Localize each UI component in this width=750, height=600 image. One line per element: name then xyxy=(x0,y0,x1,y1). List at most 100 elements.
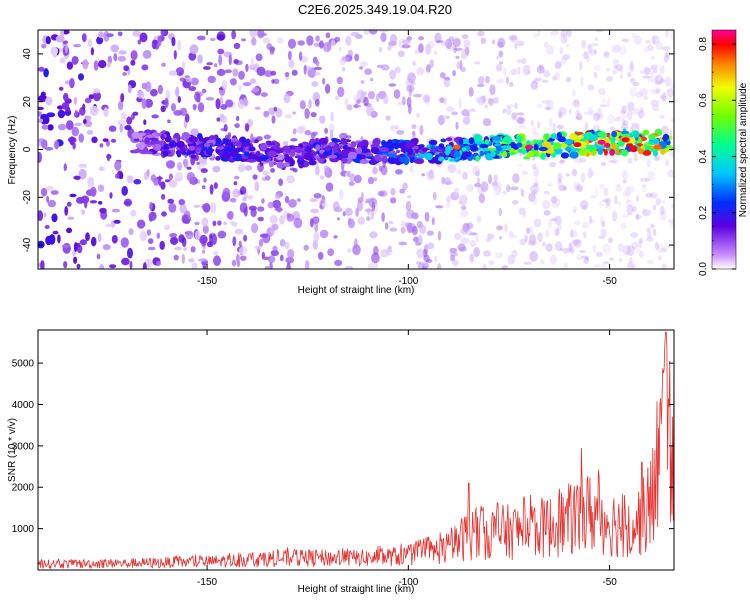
heatmap-ridge-cell xyxy=(314,155,321,160)
heatmap-ridge-cell xyxy=(160,133,165,141)
heatmap-ridge-cell xyxy=(398,141,408,150)
heatmap-noise-cell xyxy=(558,221,562,230)
heatmap-noise-cell xyxy=(600,261,606,269)
heatmap-noise-cell xyxy=(47,199,57,208)
heatmap-ridge-cell xyxy=(560,152,570,159)
heatmap-noise-cell xyxy=(186,172,196,182)
heatmap-noise-cell xyxy=(44,147,54,151)
heatmap-noise-cell xyxy=(547,218,553,229)
heatmap-noise-cell xyxy=(650,55,655,60)
heatmap-ridge-cell xyxy=(268,160,275,168)
heatmap-noise-cell xyxy=(444,181,454,185)
heatmap-noise-cell xyxy=(601,220,606,228)
heatmap-noise-cell xyxy=(117,31,123,37)
heatmap-noise-cell xyxy=(345,135,352,139)
heatmap-noise-cell xyxy=(460,66,466,73)
heatmap-noise-cell xyxy=(200,168,208,174)
heatmap-noise-cell xyxy=(654,241,660,251)
heatmap-noise-cell xyxy=(452,259,459,267)
heatmap-noise-cell xyxy=(267,255,276,264)
heatmap-noise-cell xyxy=(413,212,419,220)
heatmap-noise-cell xyxy=(375,93,380,103)
heatmap-noise-cell xyxy=(454,232,462,240)
heatmap-noise-cell xyxy=(415,112,421,118)
heatmap-noise-cell xyxy=(385,115,391,121)
heatmap-noise-cell xyxy=(367,263,374,269)
heatmap-noise-cell xyxy=(628,257,633,264)
heatmap-noise-cell xyxy=(631,122,636,127)
heatmap-noise-cell xyxy=(550,217,558,222)
heatmap-ridge-cell xyxy=(155,143,162,151)
heatmap-noise-cell xyxy=(401,44,411,49)
heatmap-ridge-cell xyxy=(146,151,153,155)
heatmap-noise-cell xyxy=(57,105,64,110)
heatmap-noise-cell xyxy=(57,109,66,119)
heatmap-noise-cell xyxy=(536,103,543,109)
heatmap-noise-cell xyxy=(389,227,398,232)
heatmap-noise-cell xyxy=(551,196,558,204)
heatmap-noise-cell xyxy=(647,75,655,83)
heatmap-noise-cell xyxy=(473,247,480,258)
heatmap-noise-cell xyxy=(559,247,564,252)
heatmap-noise-cell xyxy=(542,69,551,78)
heatmap-noise-cell xyxy=(552,122,557,134)
heatmap-noise-cell xyxy=(456,169,462,175)
heatmap-noise-cell xyxy=(126,116,133,125)
heatmap-noise-cell xyxy=(128,228,134,236)
heatmap-noise-cell xyxy=(333,235,338,239)
heatmap-ridge-cell xyxy=(195,146,202,153)
heatmap-noise-cell xyxy=(216,68,226,77)
heatmap-ridge-cell xyxy=(631,138,636,144)
heatmap-noise-cell xyxy=(357,200,363,212)
heatmap-ridge-cell xyxy=(223,147,233,153)
heatmap-noise-cell xyxy=(466,183,474,192)
heatmap-noise-cell xyxy=(655,198,661,206)
heatmap-ridge-cell xyxy=(222,138,231,145)
heatmap-ridge-cell xyxy=(162,143,170,150)
heatmap-noise-cell xyxy=(528,192,536,203)
heatmap-noise-cell xyxy=(201,185,206,190)
heatmap-noise-cell xyxy=(496,64,503,72)
heatmap-noise-cell xyxy=(74,122,83,127)
heatmap-noise-cell xyxy=(451,111,459,116)
heatmap-noise-cell xyxy=(661,263,667,269)
heatmap-noise-cell xyxy=(222,187,231,199)
snr-y-tick-label: 5000 xyxy=(12,359,35,370)
heatmap-noise-cell xyxy=(126,175,134,184)
heatmap-noise-cell xyxy=(139,32,148,43)
heatmap-noise-cell xyxy=(444,76,451,81)
heatmap-ridge-cell xyxy=(473,152,479,156)
heatmap-noise-cell xyxy=(644,177,650,182)
heatmap-noise-cell xyxy=(581,221,590,229)
heatmap-noise-cell xyxy=(469,240,476,248)
heatmap-noise-cell xyxy=(453,187,460,198)
heatmap-noise-cell xyxy=(210,202,217,214)
heatmap-noise-cell xyxy=(92,88,101,94)
heatmap-noise-cell xyxy=(310,112,317,118)
heatmap-noise-cell xyxy=(62,40,68,45)
heatmap-noise-cell xyxy=(98,60,107,69)
heatmap-noise-cell xyxy=(477,76,485,85)
heatmap-ridge-cell xyxy=(458,138,464,145)
heatmap-noise-cell xyxy=(363,30,370,35)
heatmap-noise-cell xyxy=(117,55,127,62)
heatmap-noise-cell xyxy=(579,200,589,210)
heatmap-noise-cell xyxy=(639,177,647,182)
heatmap-noise-cell xyxy=(55,35,65,43)
heatmap-noise-cell xyxy=(132,111,139,116)
heatmap-noise-cell xyxy=(545,45,555,55)
heatmap-noise-cell xyxy=(388,220,394,225)
heatmap-noise-cell xyxy=(245,63,249,72)
heatmap-ridge-cell xyxy=(305,146,312,150)
heatmap-noise-cell xyxy=(532,156,536,161)
heatmap-ridge-cell xyxy=(276,149,284,153)
heatmap-noise-cell xyxy=(141,64,149,71)
heatmap-noise-cell xyxy=(426,230,434,236)
heatmap-noise-cell xyxy=(583,51,589,60)
heatmap-noise-cell xyxy=(423,260,427,268)
heatmap-noise-cell xyxy=(41,43,47,49)
heatmap-noise-cell xyxy=(564,247,574,252)
heatmap-noise-cell xyxy=(572,89,576,97)
heatmap-noise-cell xyxy=(590,43,599,47)
heatmap-noise-cell xyxy=(412,225,418,236)
